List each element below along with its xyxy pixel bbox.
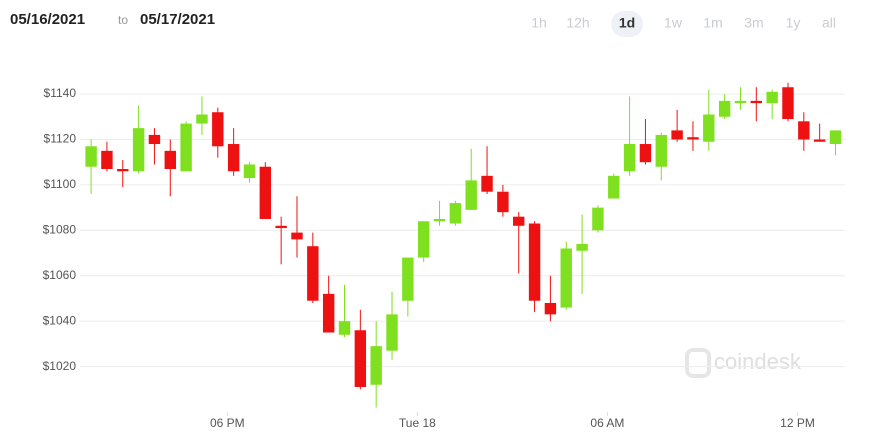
candle-body	[813, 139, 826, 142]
candle-body	[117, 169, 129, 172]
candle-body	[322, 293, 335, 333]
range-highlight	[611, 11, 643, 37]
candle-body	[402, 257, 414, 301]
candle-body	[227, 144, 240, 172]
candle-body	[449, 203, 462, 224]
range-button[interactable]: 1m	[703, 15, 722, 31]
candle-body	[85, 146, 97, 167]
y-tick-label: $1080	[43, 222, 77, 236]
candle-body	[291, 232, 303, 240]
candle-body	[734, 100, 747, 104]
candle-body	[386, 314, 398, 351]
x-tick-label: 06 PM	[210, 416, 245, 430]
candle-body	[433, 218, 446, 222]
candle-body	[592, 207, 604, 231]
date-from: 05/16/2021	[10, 11, 85, 28]
candle-body	[639, 144, 652, 163]
candle-body	[513, 216, 525, 226]
candle-body	[655, 134, 667, 167]
range-button[interactable]: 1w	[664, 15, 683, 31]
candle-body	[275, 225, 287, 229]
x-tick-label: 12 PM	[780, 416, 815, 430]
range-selector: 1h 12h 1d 1w 1m 3m 1y all	[531, 11, 836, 37]
range-button[interactable]: 3m	[744, 15, 763, 31]
range-button[interactable]: 12h	[566, 15, 589, 31]
range-button[interactable]: 1h	[531, 15, 547, 31]
candle-body	[829, 130, 842, 145]
candle-body	[132, 128, 145, 172]
candle-body	[560, 248, 572, 308]
candle-body	[465, 180, 477, 210]
date-to: 05/17/2021	[140, 11, 215, 28]
watermark-text: coindesk	[714, 349, 802, 374]
candle-body	[782, 87, 794, 120]
candle-body	[750, 100, 763, 104]
watermark: coindesk	[685, 348, 802, 378]
range-button[interactable]: 1d	[619, 15, 635, 31]
candle-body	[766, 91, 778, 104]
y-tick-label: $1060	[43, 268, 77, 282]
y-tick-label: $1020	[43, 359, 77, 373]
watermark-logo	[685, 348, 711, 378]
candle-body	[338, 321, 351, 335]
date-separator: to	[118, 13, 128, 27]
y-tick-label: $1100	[44, 177, 77, 191]
candle-body	[370, 346, 382, 385]
candle-body	[687, 137, 699, 140]
candle-body	[164, 150, 176, 170]
candle-body	[212, 112, 224, 147]
y-tick-label: $1040	[43, 313, 77, 327]
candle-body	[307, 246, 319, 301]
candle-body	[671, 130, 683, 140]
candle-body	[576, 243, 588, 251]
candle-body	[417, 221, 430, 258]
x-tick-label: 06 AM	[590, 416, 624, 430]
candle-body	[481, 175, 493, 192]
candle-body	[101, 150, 113, 170]
candle-body	[608, 175, 620, 199]
candle-body	[259, 166, 272, 219]
candle-body	[180, 123, 192, 172]
candle-body	[354, 330, 367, 388]
range-button[interactable]: all	[822, 15, 836, 31]
candle-body	[148, 134, 161, 145]
candle-body	[798, 121, 810, 140]
candle-body	[528, 223, 541, 301]
x-tick-label: Tue 18	[399, 416, 436, 430]
candle-body	[243, 164, 256, 179]
range-button[interactable]: 1y	[786, 15, 801, 31]
candle-body	[196, 114, 208, 124]
candle-body	[497, 191, 509, 213]
y-tick-label: $1120	[44, 132, 77, 146]
candle-body	[703, 114, 715, 142]
candle-body	[544, 302, 557, 315]
y-tick-label: $1140	[44, 86, 77, 100]
candle-body	[623, 144, 636, 172]
candle-body	[718, 100, 731, 117]
